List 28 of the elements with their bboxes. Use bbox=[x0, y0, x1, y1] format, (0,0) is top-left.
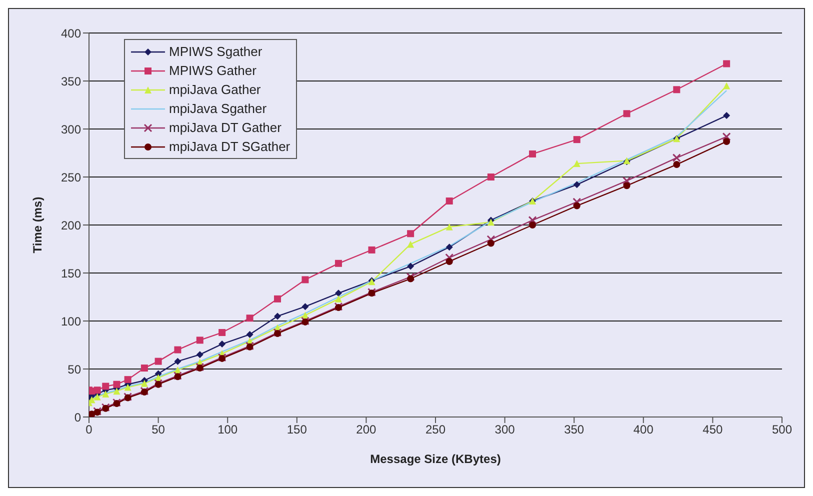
legend-label: mpiJava Gather bbox=[169, 81, 261, 99]
x-tick-label: 200 bbox=[356, 422, 377, 437]
x-tick-label: 500 bbox=[772, 422, 792, 437]
legend-label: MPIWS Sgather bbox=[169, 43, 262, 61]
x-tick-label: 300 bbox=[494, 422, 516, 437]
legend-label: mpiJava Sgather bbox=[169, 100, 267, 118]
x-tick-label: 100 bbox=[218, 422, 238, 437]
y-tick-label: 150 bbox=[60, 266, 82, 280]
y-tick-label: 200 bbox=[60, 218, 82, 232]
x-tick-label: 400 bbox=[633, 422, 654, 437]
x-axis-title: Message Size (KBytes) bbox=[370, 452, 501, 466]
y-tick-label: 50 bbox=[68, 362, 82, 376]
x-tick-label: 350 bbox=[564, 422, 584, 437]
y-tick-label: 400 bbox=[60, 26, 82, 40]
y-tick-label: 0 bbox=[74, 410, 82, 424]
y-axis-title: Time (ms) bbox=[30, 196, 44, 254]
y-tick-label: 350 bbox=[60, 74, 82, 88]
x-tick-label: 50 bbox=[152, 422, 166, 437]
x-tick-label: 150 bbox=[286, 422, 308, 437]
y-tick-label: 250 bbox=[60, 170, 82, 184]
legend-label: mpiJava DT SGather bbox=[169, 138, 290, 156]
y-tick-label: 100 bbox=[60, 314, 82, 328]
x-tick-label: 250 bbox=[425, 422, 446, 437]
x-tick-label: 450 bbox=[702, 422, 724, 437]
legend-label: MPIWS Gather bbox=[169, 62, 256, 80]
x-tick-label: 0 bbox=[86, 422, 93, 437]
legend-label: mpiJava DT Gather bbox=[169, 119, 282, 137]
y-tick-label: 300 bbox=[60, 122, 82, 136]
